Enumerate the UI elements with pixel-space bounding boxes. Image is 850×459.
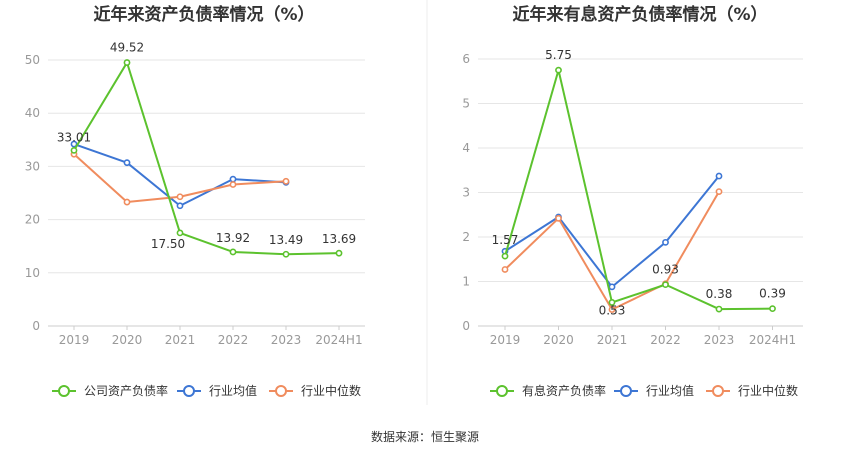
- x-tick-label: 2022: [650, 333, 681, 347]
- x-tick-label: 2021: [597, 333, 628, 347]
- data-label: 13.49: [269, 233, 303, 247]
- y-tick-label: 30: [25, 159, 40, 173]
- data-point-company[interactable]: [176, 229, 184, 237]
- chart-debt-ratio: 近年来资产负债率情况（%） 0 10 20 30 40 50 2019 2020 2021 2022…: [25, 4, 365, 398]
- x-tick-label: 2020: [543, 333, 574, 347]
- data-point-company[interactable]: [769, 305, 776, 313]
- data-label: 5.75: [545, 48, 572, 62]
- data-label: 49.52: [110, 41, 144, 55]
- legend-label-industry_avg[interactable]: 行业均值: [209, 383, 257, 398]
- data-label: 13.69: [322, 232, 356, 246]
- data-point-industry_avg[interactable]: [229, 175, 237, 183]
- y-tick-label: 0: [32, 319, 40, 333]
- data-point-industry_avg[interactable]: [123, 159, 131, 167]
- x-tick-label: 2019: [59, 333, 90, 347]
- x-tick-label: 2024H1: [315, 333, 362, 347]
- y-tick-label: 6: [462, 52, 470, 66]
- legend-marker-company[interactable]: [496, 385, 508, 397]
- data-label: 0.53: [599, 303, 626, 317]
- legend-label-industry_median[interactable]: 行业中位数: [301, 383, 361, 398]
- data-point-industry_avg[interactable]: [662, 238, 669, 246]
- y-tick-label: 40: [25, 106, 40, 120]
- data-point-company[interactable]: [70, 146, 78, 154]
- data-label: 33.01: [57, 130, 91, 144]
- y-tick-label: 0: [462, 319, 470, 333]
- x-tick-label: 2023: [271, 333, 302, 347]
- data-point-industry_avg[interactable]: [608, 283, 616, 291]
- chart-interest-debt-ratio: 近年来有息资产负债率情况（%） 0 1 2 3 4 5 6 2019 2020 2021 2022 20…: [462, 4, 803, 398]
- data-point-company[interactable]: [335, 249, 343, 257]
- x-tick-label: 2020: [112, 333, 143, 347]
- legend-label-company[interactable]: 有息资产负债率: [522, 383, 606, 398]
- data-point-industry_median[interactable]: [229, 181, 237, 188]
- data-point-industry_avg[interactable]: [715, 172, 723, 180]
- data-point-industry_median[interactable]: [501, 266, 509, 273]
- y-tick-label: 1: [462, 275, 470, 289]
- legend-marker-industry_median[interactable]: [712, 385, 724, 397]
- data-point-industry_median[interactable]: [608, 306, 616, 313]
- x-tick-label: 2023: [704, 333, 735, 347]
- data-point-company[interactable]: [608, 299, 616, 306]
- chart-title: 近年来有息资产负债率情况（%）: [512, 4, 767, 25]
- data-label: 0.93: [652, 263, 679, 277]
- data-point-company[interactable]: [501, 252, 509, 260]
- data-point-company[interactable]: [282, 250, 290, 258]
- chart-title: 近年来资产负债率情况（%）: [93, 4, 314, 25]
- data-label: 1.57: [492, 233, 519, 247]
- data-point-industry_avg[interactable]: [70, 140, 78, 148]
- series-line-company: [73, 61, 340, 256]
- data-label: 0.39: [759, 287, 786, 301]
- data-point-industry_median[interactable]: [555, 214, 562, 222]
- x-tick-label: 2022: [218, 333, 249, 347]
- data-point-industry_median[interactable]: [123, 198, 131, 206]
- data-point-industry_avg[interactable]: [176, 202, 184, 210]
- legend-label-company[interactable]: 公司资产负债率: [84, 383, 168, 398]
- legend-marker-industry_avg[interactable]: [620, 385, 632, 397]
- legend-label-industry_avg[interactable]: 行业均值: [646, 383, 694, 398]
- y-tick-label: 4: [462, 141, 470, 155]
- x-tick-label: 2021: [165, 333, 196, 347]
- data-label: 0.38: [706, 287, 733, 301]
- y-tick-label: 20: [25, 213, 40, 227]
- data-point-company[interactable]: [555, 66, 562, 74]
- data-point-company[interactable]: [715, 305, 723, 313]
- y-tick-label: 3: [462, 186, 470, 200]
- y-tick-label: 5: [462, 97, 470, 111]
- data-point-company[interactable]: [123, 59, 131, 66]
- x-tick-label: 2024H1: [749, 333, 796, 347]
- data-point-industry_median[interactable]: [715, 188, 723, 196]
- data-label: 17.50: [151, 237, 185, 251]
- legend-marker-company[interactable]: [58, 385, 70, 397]
- data-source: 数据来源：恒生聚源: [370, 430, 479, 444]
- data-label: 13.92: [216, 231, 250, 245]
- data-point-industry_median[interactable]: [176, 193, 184, 201]
- y-tick-label: 2: [462, 230, 470, 244]
- data-point-company[interactable]: [229, 248, 237, 256]
- y-tick-label: 50: [25, 53, 40, 67]
- series-line-industry_median: [504, 191, 720, 311]
- legend-label-industry_median[interactable]: 行业中位数: [738, 383, 798, 398]
- x-tick-label: 2019: [490, 333, 521, 347]
- series-line-company: [504, 69, 773, 311]
- legend-marker-industry_avg[interactable]: [183, 385, 195, 397]
- data-point-company[interactable]: [662, 281, 669, 289]
- data-point-industry_median[interactable]: [282, 177, 290, 185]
- legend-marker-industry_median[interactable]: [275, 385, 287, 397]
- y-tick-label: 10: [25, 266, 40, 280]
